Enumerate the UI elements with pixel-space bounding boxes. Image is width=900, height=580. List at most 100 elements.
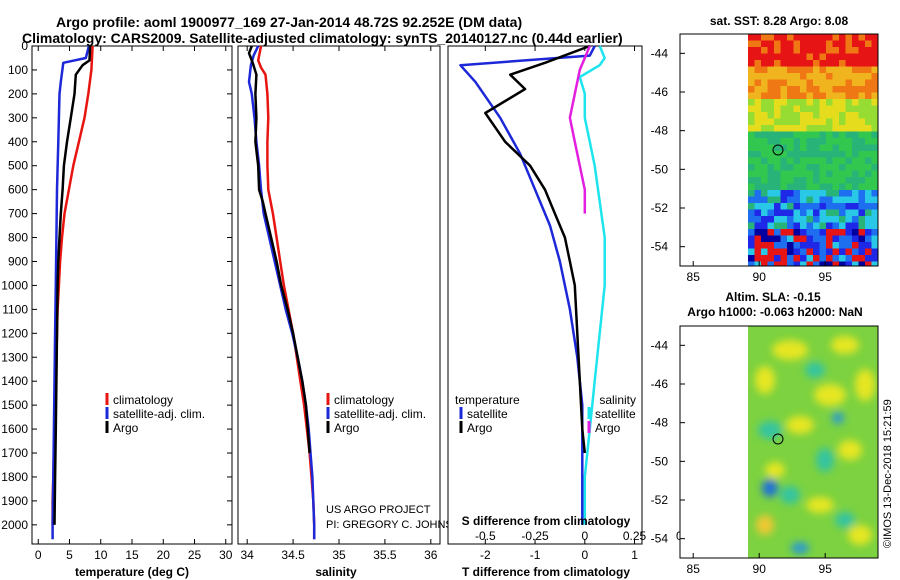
- sst-cell: [774, 222, 781, 230]
- sst-cell: [858, 177, 866, 184]
- sst-cell: [806, 138, 814, 145]
- sst-cell: [845, 183, 853, 191]
- sst-cell: [845, 73, 853, 80]
- sst-cell: [748, 118, 755, 126]
- sst-cell: [858, 92, 866, 100]
- sst-cell: [761, 190, 768, 197]
- sst-cell: [761, 86, 768, 93]
- sst-cell: [819, 242, 827, 249]
- sst-cell: [845, 164, 853, 171]
- sst-cell: [865, 53, 872, 61]
- sst-cell: [845, 216, 853, 223]
- sst-cell: [780, 255, 788, 262]
- sst-cell: [845, 242, 853, 249]
- temperature-axis: 0 5 10 15 20 25 30: [35, 46, 233, 562]
- sst-cell: [800, 235, 807, 243]
- sst-cell: [813, 47, 820, 54]
- sst-cell: [819, 60, 827, 67]
- sst-cell: [748, 66, 755, 74]
- sst-cell: [800, 40, 807, 48]
- sst-cell: [858, 216, 866, 223]
- sst-cell: [839, 151, 846, 158]
- sst-cell: [832, 242, 840, 249]
- sst-cell: [845, 151, 853, 158]
- sst-cell: [858, 229, 866, 236]
- sst-cell: [839, 164, 846, 171]
- sst-cell: [865, 99, 872, 106]
- sst-cell: [793, 112, 801, 119]
- sst-cell: [832, 255, 840, 262]
- depth-tick-label: 800: [8, 231, 28, 245]
- series-line-satellite-adj-clim-: [51, 45, 91, 540]
- map-lon-tick-label: 85: [687, 562, 701, 576]
- sst-cell: [839, 196, 846, 204]
- sst-cell: [754, 170, 762, 178]
- sst-cell: [852, 144, 859, 152]
- sst-cell: [780, 47, 788, 54]
- sst-cell: [761, 248, 768, 256]
- sst-cell: [858, 34, 866, 41]
- sst-cell: [839, 157, 846, 165]
- sst-cell: [865, 40, 872, 48]
- sst-cell: [832, 131, 840, 139]
- salinity-tick-label: 35.5: [373, 548, 397, 562]
- sst-cell: [774, 86, 781, 93]
- sst-cell: [826, 105, 833, 113]
- sst-cell: [852, 177, 859, 184]
- sst-cell: [787, 196, 794, 204]
- sst-cell: [774, 99, 781, 106]
- sst-cell: [845, 92, 853, 100]
- sst-cell: [865, 164, 872, 171]
- sst-cell: [787, 190, 794, 197]
- sst-cell: [787, 255, 794, 262]
- sst-cell: [806, 112, 814, 119]
- sst-cell: [858, 209, 866, 217]
- map-lat-tick-label: -50: [651, 454, 669, 468]
- sst-cell: [826, 112, 833, 119]
- sst-cell: [852, 112, 859, 119]
- sst-cell: [852, 73, 859, 80]
- legend-temperature-title: temperature: [455, 393, 520, 407]
- sst-cell: [813, 151, 820, 158]
- sst-cell: [832, 60, 840, 67]
- sst-cell: [748, 242, 755, 249]
- legend-t-satellite-label: satellite: [467, 407, 508, 421]
- sst-cell: [858, 131, 866, 139]
- sst-cell: [845, 79, 853, 87]
- sst-cell: [813, 190, 820, 197]
- sst-cell: [865, 66, 872, 74]
- sst-cell: [761, 261, 768, 266]
- map-lat-tick-label: -54: [651, 532, 669, 546]
- sst-cell: [819, 209, 827, 217]
- sst-cell: [767, 183, 775, 191]
- sst-cell: [819, 99, 827, 106]
- sst-cell: [748, 125, 755, 132]
- sst-cell: [793, 105, 801, 113]
- depth-tick-label: 300: [8, 111, 28, 125]
- sst-cell: [839, 138, 846, 145]
- sst-cell: [754, 196, 762, 204]
- sst-cell: [754, 86, 762, 93]
- sst-cell: [748, 99, 755, 106]
- sst-cell: [819, 79, 827, 87]
- sst-cell: [806, 79, 814, 87]
- sst-cell: [754, 255, 762, 262]
- sst-cell: [839, 34, 846, 41]
- sst-cell: [871, 164, 878, 171]
- s-difference-tick-label: -0.5: [475, 529, 496, 543]
- sst-cell: [793, 40, 801, 48]
- sst-cell: [845, 40, 853, 48]
- sst-cell: [800, 177, 807, 184]
- sst-cell: [832, 203, 840, 210]
- sst-cell: [780, 177, 788, 184]
- sst-cell: [767, 99, 775, 106]
- sst-cell: [845, 131, 853, 139]
- legend-s-argo-label: Argo: [595, 421, 621, 435]
- sst-cell: [871, 261, 878, 266]
- sst-cell: [774, 66, 781, 74]
- sst-cell: [767, 79, 775, 87]
- sst-cell: [767, 216, 775, 223]
- sst-cell: [858, 99, 866, 106]
- sst-cell: [761, 118, 768, 126]
- sst-cell: [780, 138, 788, 145]
